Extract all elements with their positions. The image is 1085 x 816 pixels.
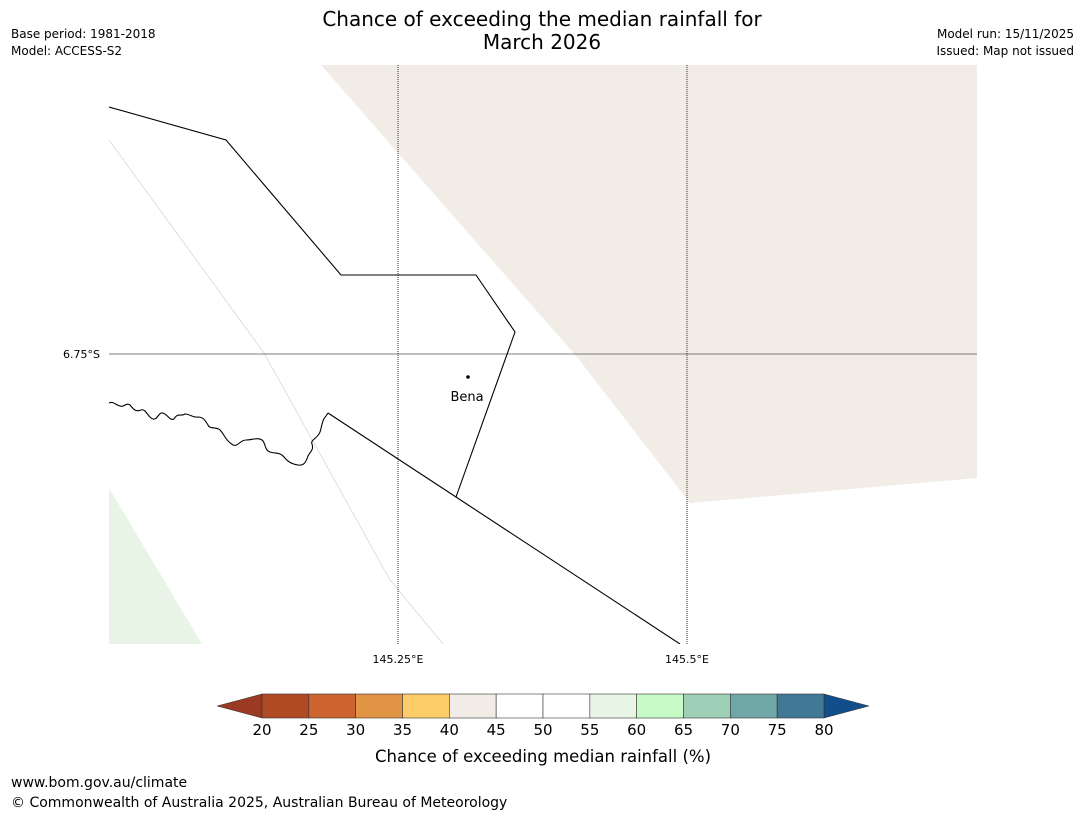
base-period: Base period: 1981-2018 bbox=[11, 27, 156, 41]
faint-boundary bbox=[109, 139, 444, 644]
latitude-label: 6.75°S bbox=[63, 348, 100, 361]
map-title: Chance of exceeding the median rainfall … bbox=[242, 8, 842, 54]
colorbar-bin-60-65 bbox=[636, 693, 684, 719]
model-name: Model: ACCESS-S2 bbox=[11, 44, 123, 58]
title-line-2: March 2026 bbox=[482, 30, 602, 54]
colorbar-bin-55-60 bbox=[589, 693, 637, 719]
colorbar-tick-40: 40 bbox=[440, 721, 459, 739]
longitude-label-1: 145.25°E bbox=[373, 653, 424, 666]
colorbar-below-triangle bbox=[216, 693, 263, 719]
colorbar-bin-35-40 bbox=[402, 693, 450, 719]
colorbar-bin-50-55 bbox=[542, 693, 591, 719]
colorbar-tick-50: 50 bbox=[533, 721, 552, 739]
province-boundary-south bbox=[327, 412, 681, 644]
meta-left: Base period: 1981-2018 Model: ACCESS-S2 bbox=[11, 26, 156, 60]
colorbar-bin-70-75 bbox=[730, 693, 778, 719]
bena-label: Bena bbox=[450, 390, 483, 405]
meta-right: Model run: 15/11/2025 Issued: Map not is… bbox=[936, 26, 1074, 60]
province-boundary bbox=[109, 106, 516, 498]
title-line-1: Chance of exceeding the median rainfall … bbox=[322, 7, 762, 31]
model-run: Model run: 15/11/2025 bbox=[936, 27, 1074, 41]
longitude-label-2: 145.5°E bbox=[665, 653, 709, 666]
colorbar-label: Chance of exceeding median rainfall (%) bbox=[375, 747, 711, 766]
colorbar-tick-65: 65 bbox=[674, 721, 693, 739]
colorbar-tick-25: 25 bbox=[299, 721, 318, 739]
footer-url[interactable]: www.bom.gov.au/climate bbox=[11, 775, 188, 791]
map-area bbox=[109, 65, 977, 644]
colorbar-bin-20-25 bbox=[261, 693, 310, 719]
colorbar-tick-80: 80 bbox=[814, 721, 833, 739]
colorbar-bin-30-35 bbox=[355, 693, 403, 719]
colorbar-bin-40-45 bbox=[449, 693, 497, 719]
issued-status: Issued: Map not issued bbox=[936, 44, 1074, 58]
colorbar-bin-65-70 bbox=[683, 693, 731, 719]
colorbar-above-triangle bbox=[823, 693, 870, 719]
colorbar-tick-30: 30 bbox=[346, 721, 365, 739]
region-40-45 bbox=[320, 65, 977, 503]
colorbar-bin-25-30 bbox=[308, 693, 356, 719]
colorbar-tick-75: 75 bbox=[768, 721, 787, 739]
colorbar-tick-60: 60 bbox=[627, 721, 646, 739]
colorbar-tick-20: 20 bbox=[252, 721, 271, 739]
region-55-60 bbox=[109, 488, 202, 644]
colorbar-tick-70: 70 bbox=[721, 721, 740, 739]
bena-marker bbox=[466, 375, 470, 379]
colorbar-tick-55: 55 bbox=[580, 721, 599, 739]
colorbar-tick-35: 35 bbox=[393, 721, 412, 739]
river-line bbox=[109, 401, 329, 466]
colorbar-tick-45: 45 bbox=[487, 721, 506, 739]
colorbar-bin-75-80 bbox=[776, 693, 825, 719]
footer-copyright: © Commonwealth of Australia 2025, Austra… bbox=[11, 795, 508, 811]
colorbar-bin-45-50 bbox=[495, 693, 544, 719]
colorbar: 20 25 30 35 40 45 50 55 60 65 70 75 80 Chance of exc… bbox=[216, 693, 870, 766]
